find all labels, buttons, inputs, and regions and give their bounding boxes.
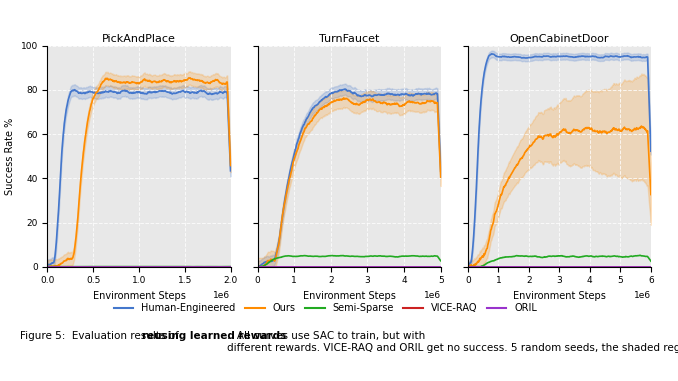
- Text: reusing learned rewards: reusing learned rewards: [142, 331, 287, 341]
- Text: Figure 5:  Evaluation results of: Figure 5: Evaluation results of: [20, 331, 182, 341]
- Text: .  All curves use SAC to train, but with
different rewards. VICE-RAQ and ORIL ge: . All curves use SAC to train, but with …: [227, 331, 678, 353]
- Title: TurnFaucet: TurnFaucet: [319, 34, 380, 43]
- X-axis label: Environment Steps: Environment Steps: [303, 291, 395, 301]
- Text: 1e6: 1e6: [424, 291, 441, 299]
- Text: 1e6: 1e6: [634, 291, 651, 299]
- Text: 1e6: 1e6: [214, 291, 231, 299]
- X-axis label: Environment Steps: Environment Steps: [93, 291, 185, 301]
- Title: OpenCabinetDoor: OpenCabinetDoor: [510, 34, 609, 43]
- Y-axis label: Success Rate %: Success Rate %: [5, 118, 15, 195]
- X-axis label: Environment Steps: Environment Steps: [513, 291, 605, 301]
- Legend: Human-Engineered, Ours, Semi-Sparse, VICE-RAQ, ORIL: Human-Engineered, Ours, Semi-Sparse, VIC…: [110, 299, 541, 317]
- Title: PickAndPlace: PickAndPlace: [102, 34, 176, 43]
